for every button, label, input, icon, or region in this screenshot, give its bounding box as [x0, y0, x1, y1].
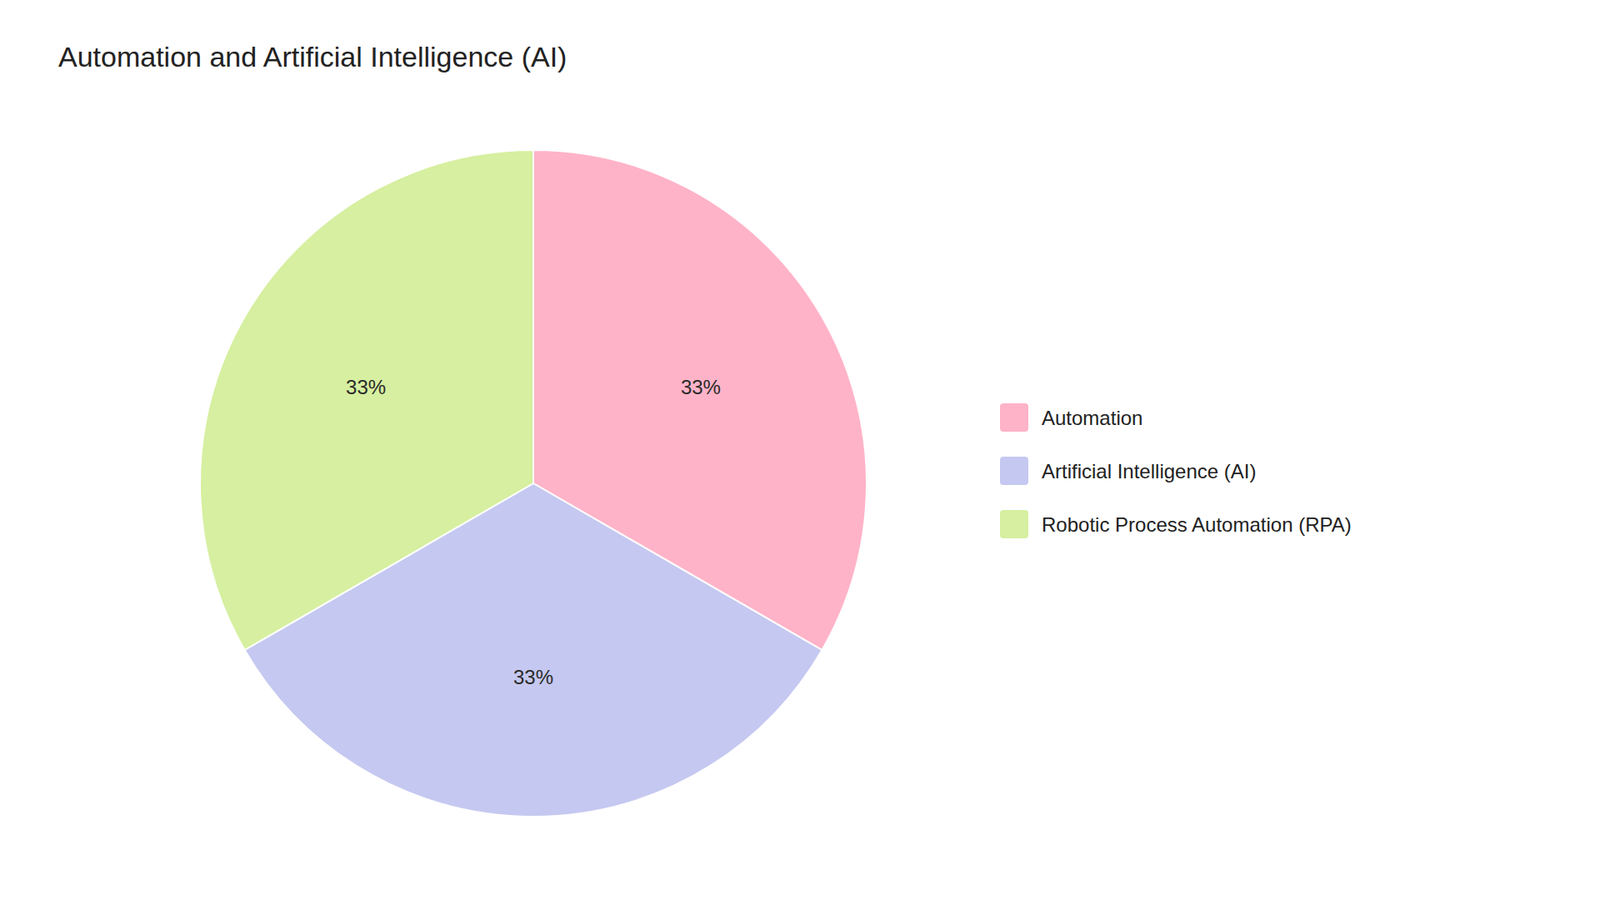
data-labels: 33% 33% 33% — [345, 375, 721, 689]
title: Automation and Artificial Intelligence (… — [58, 40, 567, 73]
legend-swatch — [1000, 403, 1029, 432]
data-label: 33% — [345, 375, 386, 399]
pie-slice — [200, 150, 534, 650]
legend-label: Automation — [1041, 406, 1143, 430]
pie — [200, 150, 867, 817]
chart: Automation and Artificial Intelligence (… — [0, 0, 1600, 900]
data-label: 33% — [680, 375, 721, 399]
chart-container: Automation and Artificial Intelligence (… — [0, 0, 1600, 900]
page: {"chart_data": {"type": "pie", "title": … — [0, 0, 1600, 900]
legend-label: Robotic Process Automation (RPA) — [1041, 513, 1352, 536]
legend: Automation Artificial Intelligence (AI) Ro… — [1000, 403, 1352, 539]
legend-swatch — [1000, 456, 1029, 485]
legend-swatch — [1000, 510, 1029, 539]
legend-label: Artificial Intelligence (AI) — [1041, 460, 1256, 483]
data-label: 33% — [513, 665, 554, 689]
